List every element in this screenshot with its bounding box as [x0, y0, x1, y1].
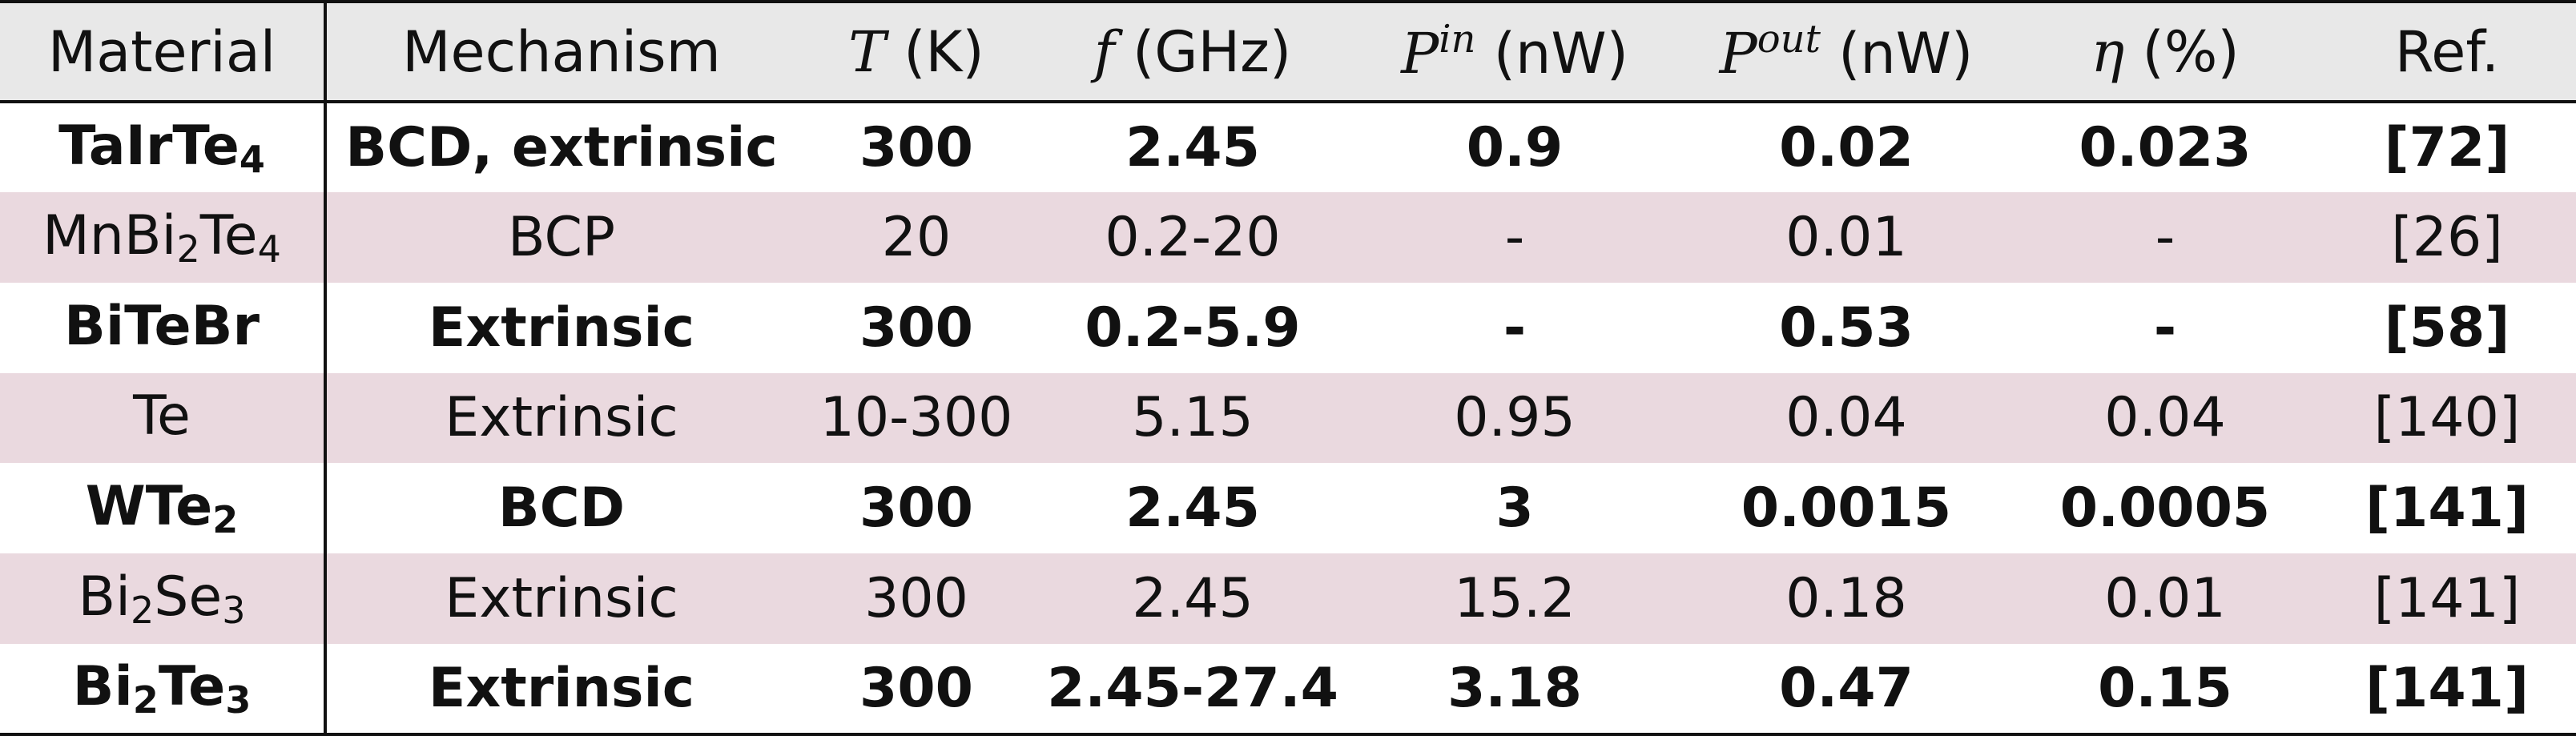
cell-material: WTe2 — [0, 463, 327, 554]
cell-mechanism: Extrinsic — [445, 567, 678, 631]
cell-power-in: - — [1503, 296, 1527, 360]
cell-temperature: 10-300 — [819, 386, 1013, 450]
cell-temperature: 300 — [859, 477, 973, 541]
table-row: Te Extrinsic 10-300 5.15 0.95 0.04 0.04 … — [0, 372, 2576, 464]
cell-power-in: 15.2 — [1454, 567, 1576, 631]
header-frequency: f (GHz) — [1036, 0, 1349, 103]
header-power-out: Pout (nW) — [1680, 0, 2012, 103]
cell-power-out: 0.04 — [1785, 386, 1907, 450]
header-ref: Ref. — [2318, 0, 2576, 103]
cell-material: Bi2Se3 — [0, 553, 327, 645]
cell-mechanism: BCP — [508, 205, 615, 269]
cell-power-out: 0.53 — [1779, 296, 1914, 360]
cell-power-in: 3.18 — [1349, 644, 1680, 736]
table-row: Bi2Se3 Extrinsic 300 2.45 15.2 0.18 0.01… — [0, 553, 2576, 645]
cell-mechanism: Extrinsic — [325, 644, 796, 736]
cell-power-out: 0.01 — [1785, 205, 1907, 269]
cell-power-out: 0.47 — [1680, 644, 2012, 736]
cell-frequency: 2.45-27.4 — [1036, 644, 1349, 736]
cell-material: BiTeBr — [0, 282, 327, 373]
cell-frequency: 2.45 — [1125, 115, 1260, 179]
cell-power-in: 3 — [1495, 477, 1534, 541]
header-row: Material Mechanism T (K) f (GHz) Pin (nW… — [0, 0, 2576, 103]
cell-efficiency: 0.04 — [2104, 386, 2226, 450]
cell-ref: [140] — [2373, 386, 2521, 450]
cell-ref: [72] — [2384, 115, 2510, 179]
cell-material: Bi2Te3 — [0, 644, 327, 736]
header-temperature: T (K) — [796, 0, 1036, 103]
cell-efficiency: 0.023 — [2079, 115, 2252, 179]
table-row: Bi2Te3 Extrinsic 300 2.45-27.4 3.18 0.47… — [0, 644, 2576, 736]
cell-mechanism: Extrinsic — [445, 386, 678, 450]
cell-frequency: 2.45 — [1125, 477, 1260, 541]
table-row: BiTeBr Extrinsic 300 0.2-5.9 - 0.53 - [5… — [0, 282, 2576, 373]
header-efficiency: η (%) — [2012, 0, 2318, 103]
header-power-in: Pin (nW) — [1349, 0, 1680, 103]
cell-efficiency: 0.15 — [2012, 644, 2318, 736]
cell-temperature: 300 — [859, 296, 973, 360]
cell-frequency: 2.45 — [1132, 567, 1254, 631]
cell-efficiency: - — [2153, 296, 2177, 360]
table-row: WTe2 BCD 300 2.45 3 0.0015 0.0005 [141] — [0, 463, 2576, 554]
cell-frequency: 5.15 — [1132, 386, 1254, 450]
cell-ref: [141] — [2365, 477, 2530, 541]
cell-mechanism: Extrinsic — [428, 296, 695, 360]
cell-ref: [58] — [2384, 296, 2510, 360]
cell-mechanism: BCD, extrinsic — [345, 115, 778, 179]
cell-efficiency: 0.01 — [2104, 567, 2226, 631]
cell-efficiency: - — [2155, 205, 2176, 269]
cell-frequency: 0.2-5.9 — [1085, 296, 1301, 360]
cell-material: MnBi2Te4 — [0, 191, 327, 283]
cell-ref: [141] — [2318, 644, 2576, 736]
cell-frequency: 0.2-20 — [1105, 205, 1281, 269]
cell-power-out: 0.02 — [1779, 115, 1914, 179]
cell-power-in: - — [1504, 205, 1525, 269]
header-mechanism: Mechanism — [325, 0, 796, 103]
cell-power-out: 0.18 — [1785, 567, 1907, 631]
cell-material: Te — [0, 372, 327, 464]
cell-power-in: 0.95 — [1454, 386, 1576, 450]
cell-temperature: 300 — [796, 644, 1036, 736]
cell-temperature: 300 — [864, 567, 968, 631]
cell-efficiency: 0.0005 — [2059, 477, 2271, 541]
table-row: TaIrTe4 BCD, extrinsic 300 2.45 0.9 0.02… — [0, 102, 2576, 192]
cell-power-out: 0.0015 — [1741, 477, 1952, 541]
cell-mechanism: BCD — [497, 477, 626, 541]
cell-temperature: 300 — [859, 115, 973, 179]
cell-material: TaIrTe4 — [0, 102, 327, 192]
cell-ref: [26] — [2391, 205, 2503, 269]
header-material: Material — [0, 0, 327, 103]
cell-temperature: 20 — [881, 205, 952, 269]
table-row: MnBi2Te4 BCP 20 0.2-20 - 0.01 - [26] — [0, 191, 2576, 283]
cell-ref: [141] — [2373, 567, 2521, 631]
cell-power-in: 0.9 — [1466, 115, 1564, 179]
